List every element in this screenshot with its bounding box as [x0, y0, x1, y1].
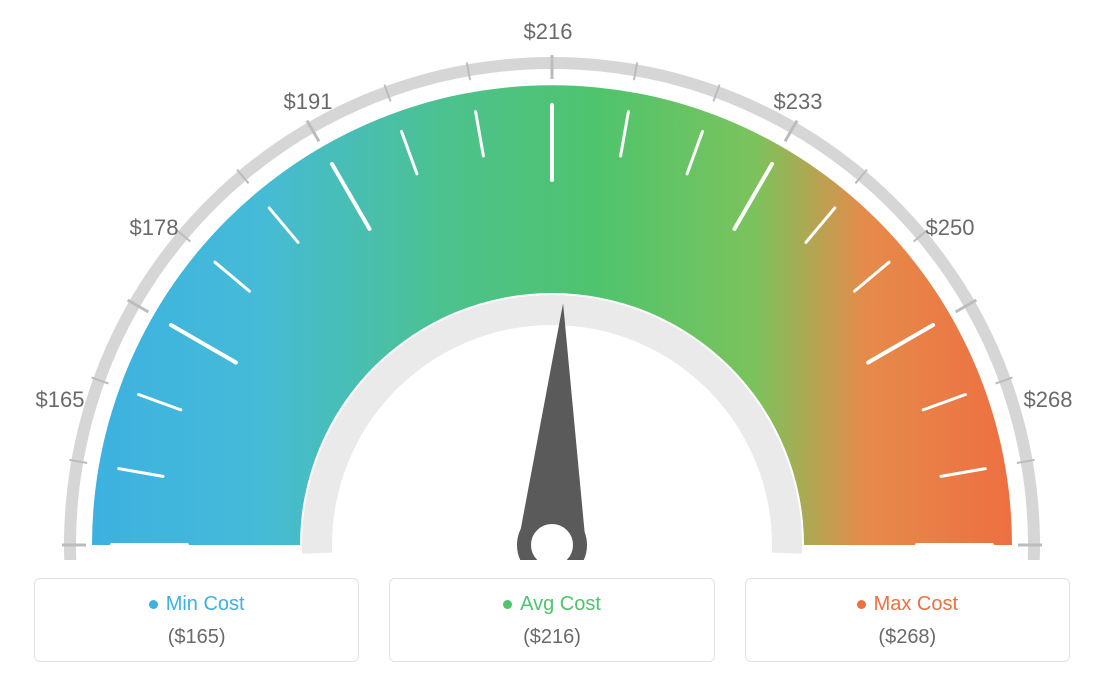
gauge-tick-label: $178 — [130, 215, 179, 241]
legend-value-min: ($165) — [43, 626, 350, 649]
legend-title-max: Max Cost — [754, 593, 1061, 616]
gauge-tick-label: $165 — [36, 387, 85, 413]
legend-value-max: ($268) — [754, 626, 1061, 649]
legend-card-max: Max Cost ($268) — [745, 578, 1070, 662]
legend-label-avg: Avg Cost — [520, 593, 601, 616]
gauge-tick-label: $250 — [926, 215, 975, 241]
legend-card-min: Min Cost ($165) — [34, 578, 359, 662]
legend-label-max: Max Cost — [874, 593, 958, 616]
legend-label-min: Min Cost — [166, 593, 245, 616]
legend-value-avg: ($216) — [398, 626, 705, 649]
gauge-tick-label: $216 — [524, 19, 573, 45]
legend-card-avg: Avg Cost ($216) — [389, 578, 714, 662]
legend-title-min: Min Cost — [43, 593, 350, 616]
legend-dot-max — [857, 600, 866, 609]
gauge-svg — [0, 0, 1104, 560]
gauge-tick-label: $233 — [774, 89, 823, 115]
legend-dot-min — [149, 600, 158, 609]
cost-gauge-widget: $165 $178 $191 $216 $233 $250 $268 Min Cost ($… — [0, 0, 1104, 690]
gauge-tick-label: $191 — [284, 89, 333, 115]
legend-row: Min Cost ($165) Avg Cost ($216) Max Cost… — [34, 578, 1070, 662]
legend-dot-avg — [503, 600, 512, 609]
legend-title-avg: Avg Cost — [398, 593, 705, 616]
gauge-canvas: $165 $178 $191 $216 $233 $250 $268 — [0, 0, 1104, 560]
gauge-tick-label: $268 — [1024, 387, 1073, 413]
